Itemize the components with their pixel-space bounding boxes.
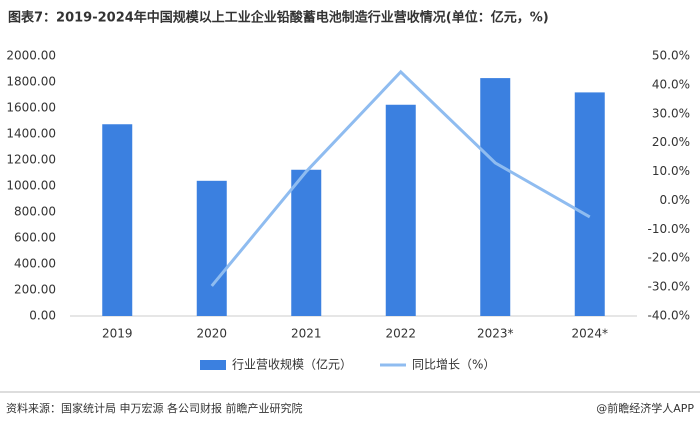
y-tick-label: 1800.00 xyxy=(6,75,56,89)
y2-tick-label: -30.0% xyxy=(648,280,690,294)
chart-title: 图表7：2019-2024年中国规模以上工业企业铅酸蓄电池制造行业营收情况(单位… xyxy=(8,10,549,26)
y-tick-label: 2000.00 xyxy=(6,49,56,63)
x-tick-label: 2022 xyxy=(385,327,416,341)
bar xyxy=(196,180,227,316)
bar xyxy=(480,78,511,316)
y2-tick-label: 20.0% xyxy=(652,135,690,149)
credit: @前瞻经济学人APP xyxy=(596,401,694,415)
x-tick-label: 2020 xyxy=(196,327,227,341)
bar xyxy=(385,104,416,316)
x-tick-label: 2019 xyxy=(102,327,133,341)
y-tick-label: 400.00 xyxy=(14,257,56,271)
source: 资料来源：国家统计局 申万宏源 各公司财报 前瞻产业研究院 xyxy=(6,401,303,415)
y2-tick-label: -40.0% xyxy=(648,309,690,323)
x-tick-label: 2024* xyxy=(571,327,608,341)
y-tick-label: 0.00 xyxy=(29,309,56,323)
bar xyxy=(102,124,133,316)
y2-tick-label: 40.0% xyxy=(652,77,690,91)
legend-swatch xyxy=(200,360,226,370)
legend-label: 同比增长（%） xyxy=(412,358,495,372)
y-tick-label: 1600.00 xyxy=(6,101,56,115)
bar xyxy=(291,169,322,316)
y2-tick-label: 50.0% xyxy=(652,49,690,63)
line xyxy=(210,69,591,287)
legend-label: 行业营收规模（亿元） xyxy=(232,357,352,372)
y-tick-label: 200.00 xyxy=(14,283,56,297)
y-tick-label: 1400.00 xyxy=(6,127,56,141)
y2-tick-label: 0.0% xyxy=(660,193,691,207)
y2-tick-label: 30.0% xyxy=(652,106,690,120)
y-tick-label: 800.00 xyxy=(14,205,56,219)
y2-tick-label: -20.0% xyxy=(648,251,690,265)
x-tick-label: 2023* xyxy=(477,327,514,341)
y-tick-label: 600.00 xyxy=(14,231,56,245)
y2-tick-label: 10.0% xyxy=(652,164,690,178)
y-tick-label: 1000.00 xyxy=(6,179,56,193)
x-tick-label: 2021 xyxy=(291,327,322,341)
y-tick-label: 1200.00 xyxy=(6,153,56,167)
bar xyxy=(574,92,605,317)
y2-tick-label: -10.0% xyxy=(648,222,690,236)
